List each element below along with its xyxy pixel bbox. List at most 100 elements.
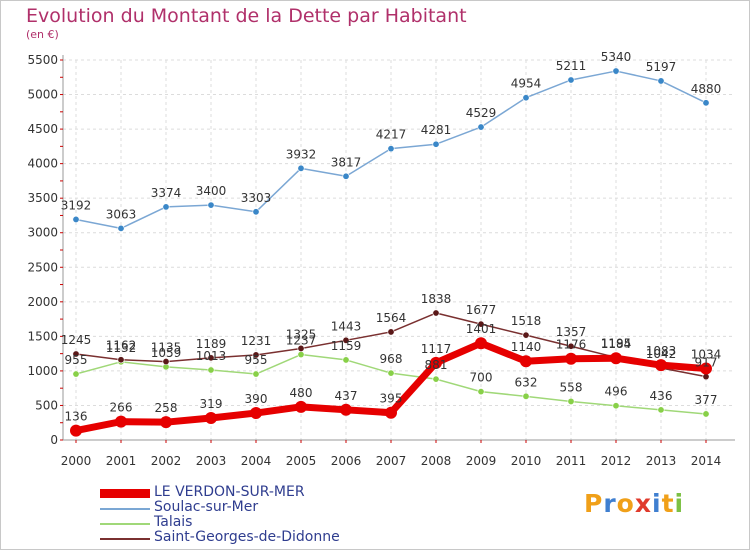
data-point [72,215,80,223]
data-label: 136 [65,410,88,424]
data-point [252,351,260,359]
series-3 [72,309,710,381]
legend-swatch [100,489,150,498]
data-point [432,375,440,383]
data-point [387,328,395,336]
data-label: 881 [425,358,448,372]
data-point [477,320,485,328]
x-tick-label: 2005 [286,454,317,468]
data-point [475,337,487,350]
x-tick-label: 2000 [61,454,92,468]
data-point [297,344,305,352]
data-label: 1245 [61,333,92,347]
data-point [432,309,440,317]
data-point [115,415,127,428]
data-label: 1132 [106,341,137,355]
y-tick-label: 3500 [27,191,58,205]
data-point [432,140,440,148]
data-label: 319 [200,397,223,411]
data-label: 917 [695,356,718,370]
data-label: 1140 [511,340,542,354]
data-label: 1325 [286,327,317,341]
series-2 [72,351,710,418]
data-label: 1083 [646,344,677,358]
y-tick-label: 500 [35,398,58,412]
data-label: 437 [335,389,358,403]
data-point [657,406,665,414]
data-point [207,201,215,209]
data-point [72,370,80,378]
data-point [117,224,125,232]
data-label: 1401 [466,322,497,336]
data-label: 955 [65,353,88,367]
data-point [655,359,667,372]
grid [63,59,735,441]
data-point [387,145,395,153]
data-label: 1135 [151,341,182,355]
data-label: 1838 [421,292,452,306]
data-point [252,208,260,216]
logo-letter: t [661,489,675,518]
logo-letter: i [674,489,685,518]
logo-letter: i [652,489,662,518]
y-tick-label: 0 [50,433,58,447]
data-label: 266 [110,401,133,415]
data-label: 968 [380,352,403,366]
data-label: 632 [515,375,538,389]
data-point [567,397,575,405]
data-label: 4281 [421,123,452,137]
data-point [207,366,215,374]
data-point [207,354,215,362]
legend-swatch [100,508,150,510]
data-label: 700 [470,371,493,385]
data-point [297,351,305,359]
chart-title: Evolution du Montant de la Dette par Hab… [26,5,467,27]
data-label: 4217 [376,128,407,142]
x-tick-label: 2004 [241,454,272,468]
x-tick-label: 2007 [376,454,407,468]
data-label: 1162 [106,339,137,353]
x-tick-label: 2014 [691,454,722,468]
data-point [702,410,710,418]
data-label: 4880 [691,82,722,96]
x-tick-label: 2008 [421,454,452,468]
data-label: 4954 [511,77,542,91]
data-label: 395 [380,392,403,406]
data-label: 1237 [286,334,317,348]
data-label: 558 [560,380,583,394]
x-tick-label: 2013 [646,454,677,468]
data-label: 496 [605,385,628,399]
data-point [567,76,575,84]
logo-letter: o [616,489,635,518]
data-point [70,424,82,437]
data-label: 4529 [466,106,497,120]
data-point [342,172,350,180]
data-label: 5211 [556,59,587,73]
data-label: 1034 [691,348,722,362]
logo-letter: P [584,489,604,518]
series-1 [72,67,710,232]
x-tick-label: 2002 [151,454,182,468]
data-label: 1564 [376,311,407,325]
data-label: 3192 [61,198,92,212]
data-point [295,400,307,413]
data-label: 1059 [151,346,182,360]
data-label: 1042 [646,347,677,361]
y-tick-label: 4500 [27,122,58,136]
data-label: 5340 [601,50,632,64]
data-point [522,331,530,339]
data-label: 1189 [196,337,227,351]
chart-svg: 0 500 1000 1500 2000 2500 3000 3500 4000 4500 5000… [27,50,735,468]
data-label: 3932 [286,147,317,161]
x-tick-label: 2003 [196,454,227,468]
logo-letter: x [634,489,652,518]
data-point [340,403,352,416]
y-tick-label: 1000 [27,364,58,378]
data-point [72,350,80,358]
data-point [342,356,350,364]
data-label: 1677 [466,303,497,317]
legend-label: Talais [154,514,193,530]
y-tick-label: 4000 [27,157,58,171]
data-point [520,355,532,368]
